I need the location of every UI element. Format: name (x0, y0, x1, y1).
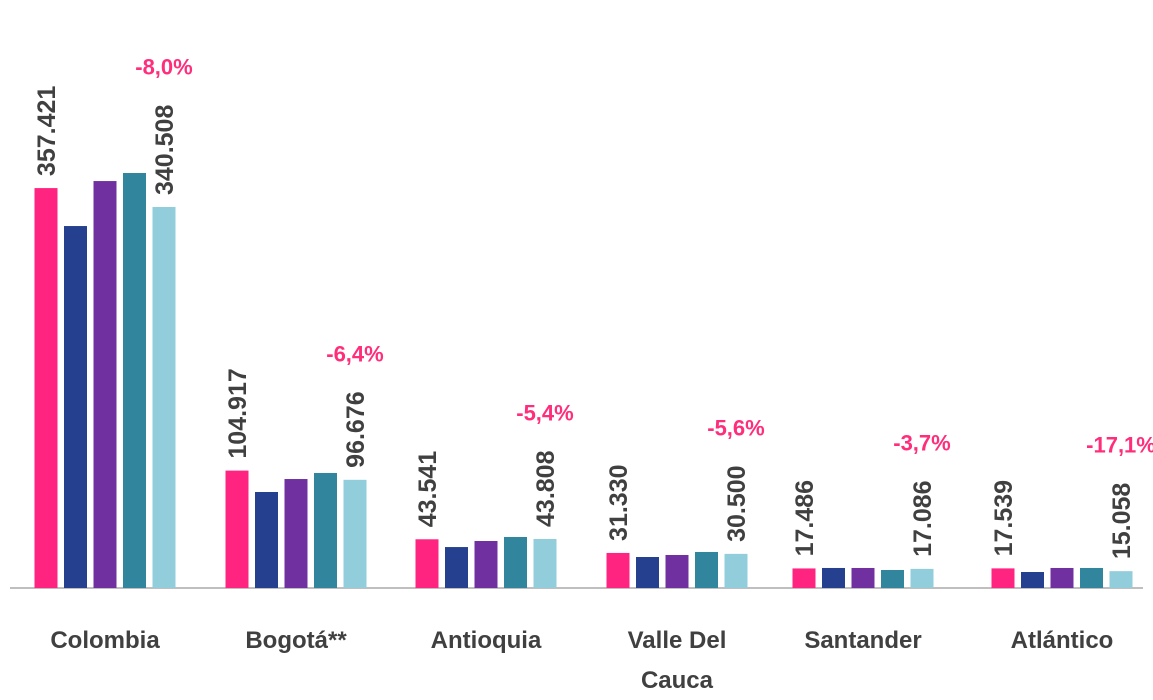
data-label: 30.500 (723, 465, 751, 541)
category-label: Santander (804, 627, 921, 654)
annotation: -5,4% (516, 401, 573, 426)
data-label: 17.539 (990, 480, 1018, 556)
bar (851, 567, 875, 588)
category-label: Atlántico (1011, 627, 1114, 654)
bar (152, 207, 176, 588)
bar (1021, 571, 1044, 588)
bar (64, 226, 87, 588)
bar (34, 188, 58, 588)
data-label: 43.541 (414, 451, 442, 528)
bar (910, 568, 934, 588)
bar (822, 567, 845, 588)
bar (665, 554, 689, 588)
data-label: 15.058 (1108, 483, 1136, 560)
bar (881, 569, 904, 588)
category-label: Colombia (50, 627, 160, 654)
data-label: 340.508 (151, 105, 179, 195)
bar (533, 538, 557, 588)
annotation: -3,7% (893, 430, 950, 455)
bar (123, 173, 146, 588)
category-label: Valle Del Cauca (628, 627, 727, 694)
bar (1050, 567, 1074, 588)
bar (445, 547, 468, 588)
bar (606, 552, 630, 588)
bar (93, 181, 117, 588)
annotation: -5,6% (707, 415, 764, 440)
data-label: 31.330 (605, 464, 633, 540)
data-label: 17.086 (909, 480, 937, 556)
data-label: 17.486 (791, 480, 819, 556)
bar (343, 479, 367, 588)
data-label: 96.676 (342, 391, 370, 467)
bar (314, 472, 337, 588)
bar (792, 568, 816, 588)
bar (695, 551, 718, 588)
category-label: Bogotá** (245, 627, 347, 654)
annotation: -17,1% (1086, 433, 1153, 458)
data-label: 104.917 (224, 368, 252, 458)
bar (636, 557, 659, 588)
bar (504, 536, 527, 588)
category-label: Antioquia (431, 627, 542, 654)
bar (474, 541, 498, 588)
annotation: -6,4% (326, 341, 383, 366)
bar (284, 479, 308, 588)
data-label: 357.421 (33, 86, 61, 176)
bar (415, 539, 439, 588)
annotation: -8,0% (135, 55, 192, 80)
data-label: 43.808 (532, 450, 560, 527)
bar (1080, 567, 1103, 588)
bar (991, 568, 1015, 588)
bar (225, 470, 249, 588)
bar (724, 553, 748, 588)
bar (1109, 571, 1133, 588)
bar (255, 491, 278, 588)
